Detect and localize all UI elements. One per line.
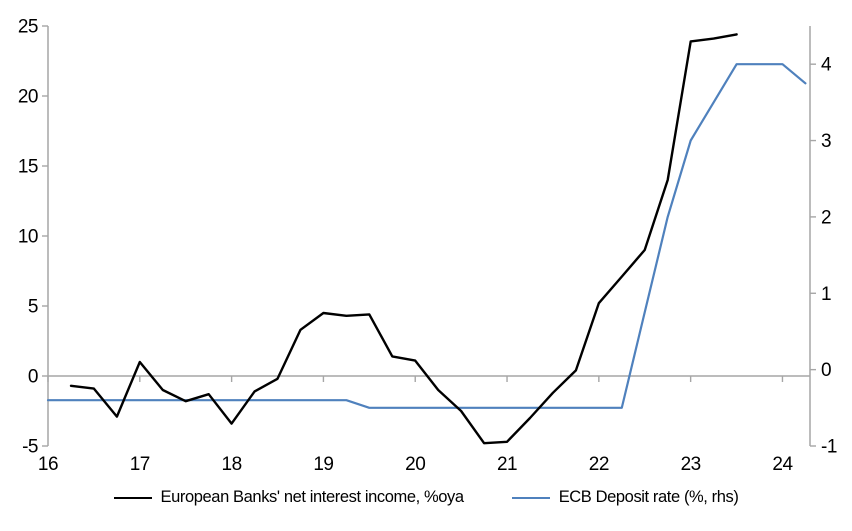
svg-text:22: 22 [589,454,609,475]
svg-text:20: 20 [18,87,38,108]
svg-text:15: 15 [18,157,38,178]
legend-item-net-interest-income: European Banks' net interest income, %oy… [113,488,465,507]
svg-text:0: 0 [28,367,38,388]
svg-text:2: 2 [821,207,831,228]
x-tick-labels: 16 17 18 19 20 21 22 23 24 [38,454,794,475]
svg-text:20: 20 [405,454,425,475]
legend-label-ecb-deposit-rate: ECB Deposit rate (%, rhs) [558,488,739,506]
svg-text:3: 3 [821,131,831,152]
series-line-net-interest-income [69,33,738,445]
svg-text:16: 16 [38,454,58,475]
svg-text:25: 25 [18,17,38,38]
left-axis: -5 0 5 10 15 20 25 [18,17,49,458]
svg-text:-1: -1 [821,437,837,458]
svg-text:17: 17 [130,454,150,475]
legend-label-net-interest-income: European Banks' net interest income, %oy… [160,488,465,506]
svg-text:24: 24 [772,454,793,475]
legend-line-sample-black [113,496,152,499]
right-axis: -1 0 1 2 3 4 [809,26,837,458]
x-axis-zero-line [47,375,810,382]
legend-line-sample-blue [511,496,550,499]
svg-text:10: 10 [18,227,38,248]
svg-text:21: 21 [497,454,517,475]
series-line-ecb-deposit-rate [46,63,807,409]
svg-text:18: 18 [222,454,242,475]
svg-text:23: 23 [681,454,701,475]
svg-text:1: 1 [821,284,831,305]
svg-text:-5: -5 [22,437,38,458]
svg-text:5: 5 [28,297,38,318]
legend-item-ecb-deposit-rate: ECB Deposit rate (%, rhs) [511,488,739,507]
chart-legend: European Banks' net interest income, %oy… [0,488,852,507]
svg-text:19: 19 [313,454,333,475]
svg-text:4: 4 [821,55,832,76]
svg-text:0: 0 [821,360,831,381]
